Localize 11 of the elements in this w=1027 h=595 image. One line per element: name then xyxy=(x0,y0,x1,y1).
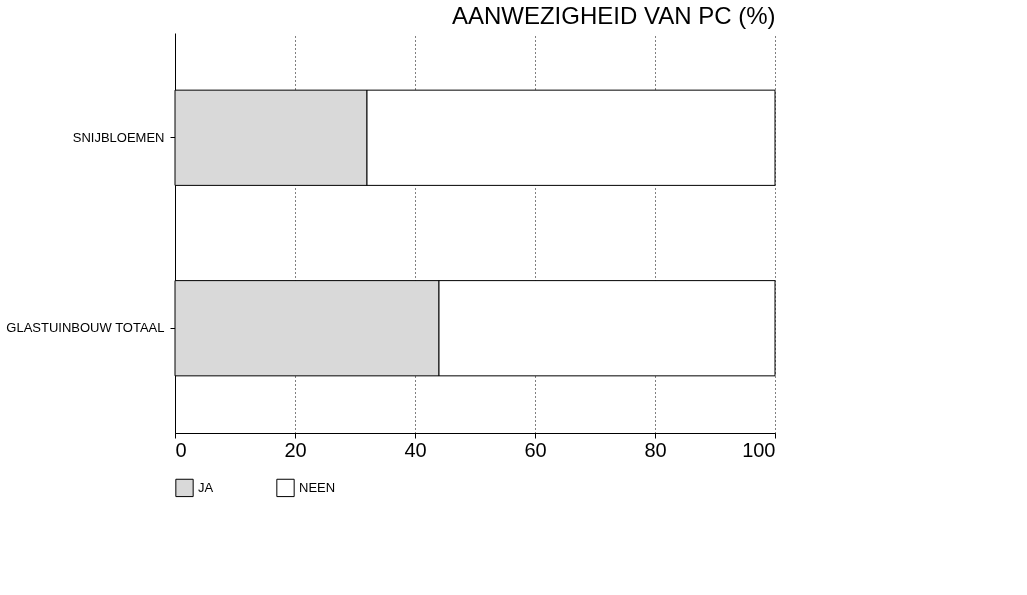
x-tick-label: 20 xyxy=(284,438,307,461)
x-tick-label: 40 xyxy=(404,438,427,461)
y-tick-label: GLASTUINBOUW TOTAAL xyxy=(6,320,165,336)
x-tick-label: 0 xyxy=(175,438,187,461)
x-tick-label: 80 xyxy=(644,438,667,461)
x-tick-label: 100 xyxy=(742,438,776,461)
x-tick-label: 60 xyxy=(524,438,547,461)
legend-label: JA xyxy=(198,479,214,495)
chart-title: AANWEZIGHEID VAN PC (%) xyxy=(451,2,776,29)
y-tick-label: SNIJBLOEMEN xyxy=(72,129,165,145)
legend-label: NEEN xyxy=(299,479,336,495)
